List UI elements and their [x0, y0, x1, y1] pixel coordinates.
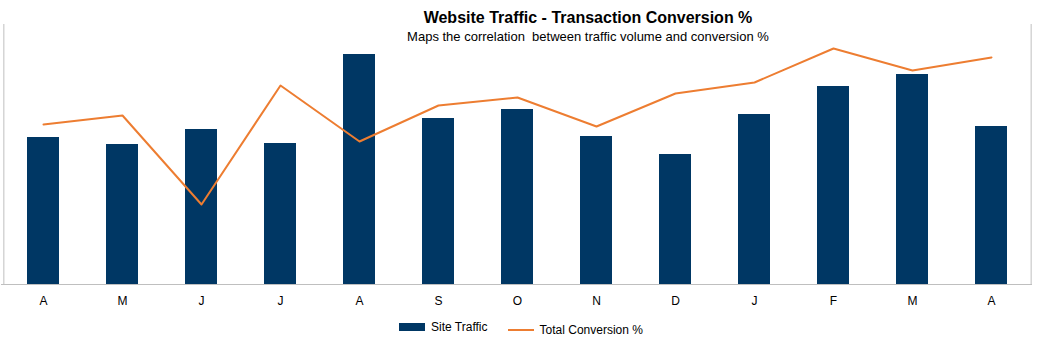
html-text:Maps the correlation between t: Maps the correlation between traffic vol… [407, 29, 769, 44]
html-text:Site Traffic: Site Traffic [431, 320, 488, 334]
svg-text:M: M [908, 294, 918, 308]
svg-text:S: S [434, 294, 442, 308]
svg-text:A: A [355, 294, 363, 308]
svg-text:J: J [278, 294, 284, 308]
svg-text:J: J [752, 294, 758, 308]
html-text:Website Traffic - Transaction: Website Traffic - Transaction Conversion… [423, 9, 753, 26]
svg-text:A: A [987, 294, 995, 308]
svg-text:O: O [513, 294, 522, 308]
svg-text:A: A [39, 294, 47, 308]
svg-text:D: D [671, 294, 680, 308]
svg-text:F: F [830, 294, 837, 308]
html-text:Total Conversion %: Total Conversion % [539, 323, 643, 337]
svg-text:M: M [118, 294, 128, 308]
svg-text:N: N [592, 294, 601, 308]
svg-text:J: J [199, 294, 205, 308]
